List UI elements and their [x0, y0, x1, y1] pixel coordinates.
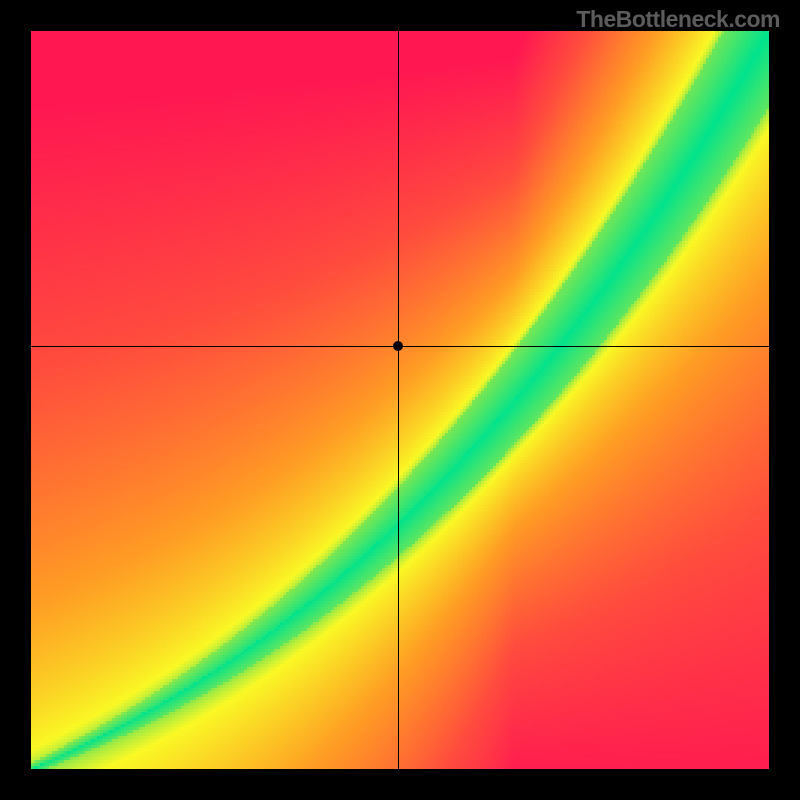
heatmap-canvas [31, 31, 769, 769]
watermark-text: TheBottleneck.com [576, 6, 780, 33]
chart-container: TheBottleneck.com [0, 0, 800, 800]
crosshair-point [393, 341, 403, 351]
crosshair-vertical [398, 31, 399, 769]
heatmap-plot [31, 31, 769, 769]
